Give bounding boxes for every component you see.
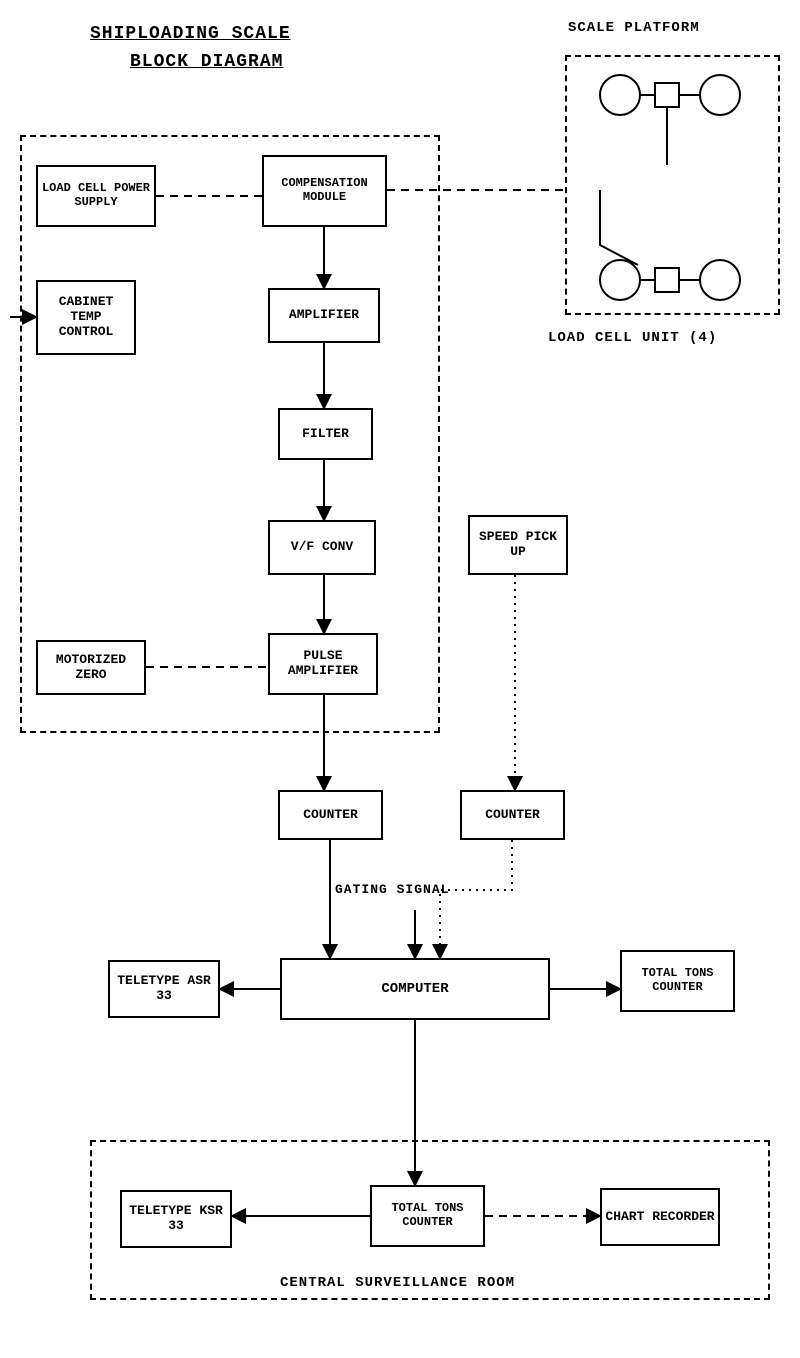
diagram-title-line1: SHIPLOADING SCALE (90, 24, 291, 44)
node-teletype-ksr33: TELETYPE KSR 33 (120, 1190, 232, 1248)
gating-signal-label: GATING SIGNAL (335, 882, 449, 897)
load-cell-unit-label: LOAD CELL UNIT (4) (548, 330, 717, 346)
node-total-tons-counter-1: TOTAL TONS COUNTER (620, 950, 735, 1012)
node-motorized-zero: MOTORIZED ZERO (36, 640, 146, 695)
node-load-cell-power-supply: LOAD CELL POWER SUPPLY (36, 165, 156, 227)
node-vf-conv: V/F CONV (268, 520, 376, 575)
node-counter-2: COUNTER (460, 790, 565, 840)
node-chart-recorder: CHART RECORDER (600, 1188, 720, 1246)
node-amplifier: AMPLIFIER (268, 288, 380, 343)
node-filter: FILTER (278, 408, 373, 460)
scale-platform-label: SCALE PLATFORM (568, 20, 700, 36)
node-pulse-amplifier: PULSE AMPLIFIER (268, 633, 378, 695)
diagram-title-line2: BLOCK DIAGRAM (130, 52, 283, 72)
node-computer: COMPUTER (280, 958, 550, 1020)
node-cabinet-temp-control: CABINET TEMP CONTROL (36, 280, 136, 355)
node-counter-1: COUNTER (278, 790, 383, 840)
edge-counter2-computer (440, 840, 512, 958)
node-total-tons-counter-2: TOTAL TONS COUNTER (370, 1185, 485, 1247)
node-speed-pickup: SPEED PICK UP (468, 515, 568, 575)
group-scale-platform (565, 55, 780, 315)
node-compensation-module: COMPENSATION MODULE (262, 155, 387, 227)
node-teletype-asr33: TELETYPE ASR 33 (108, 960, 220, 1018)
diagram-canvas: SHIPLOADING SCALE BLOCK DIAGRAM SCALE PL… (0, 0, 800, 1358)
